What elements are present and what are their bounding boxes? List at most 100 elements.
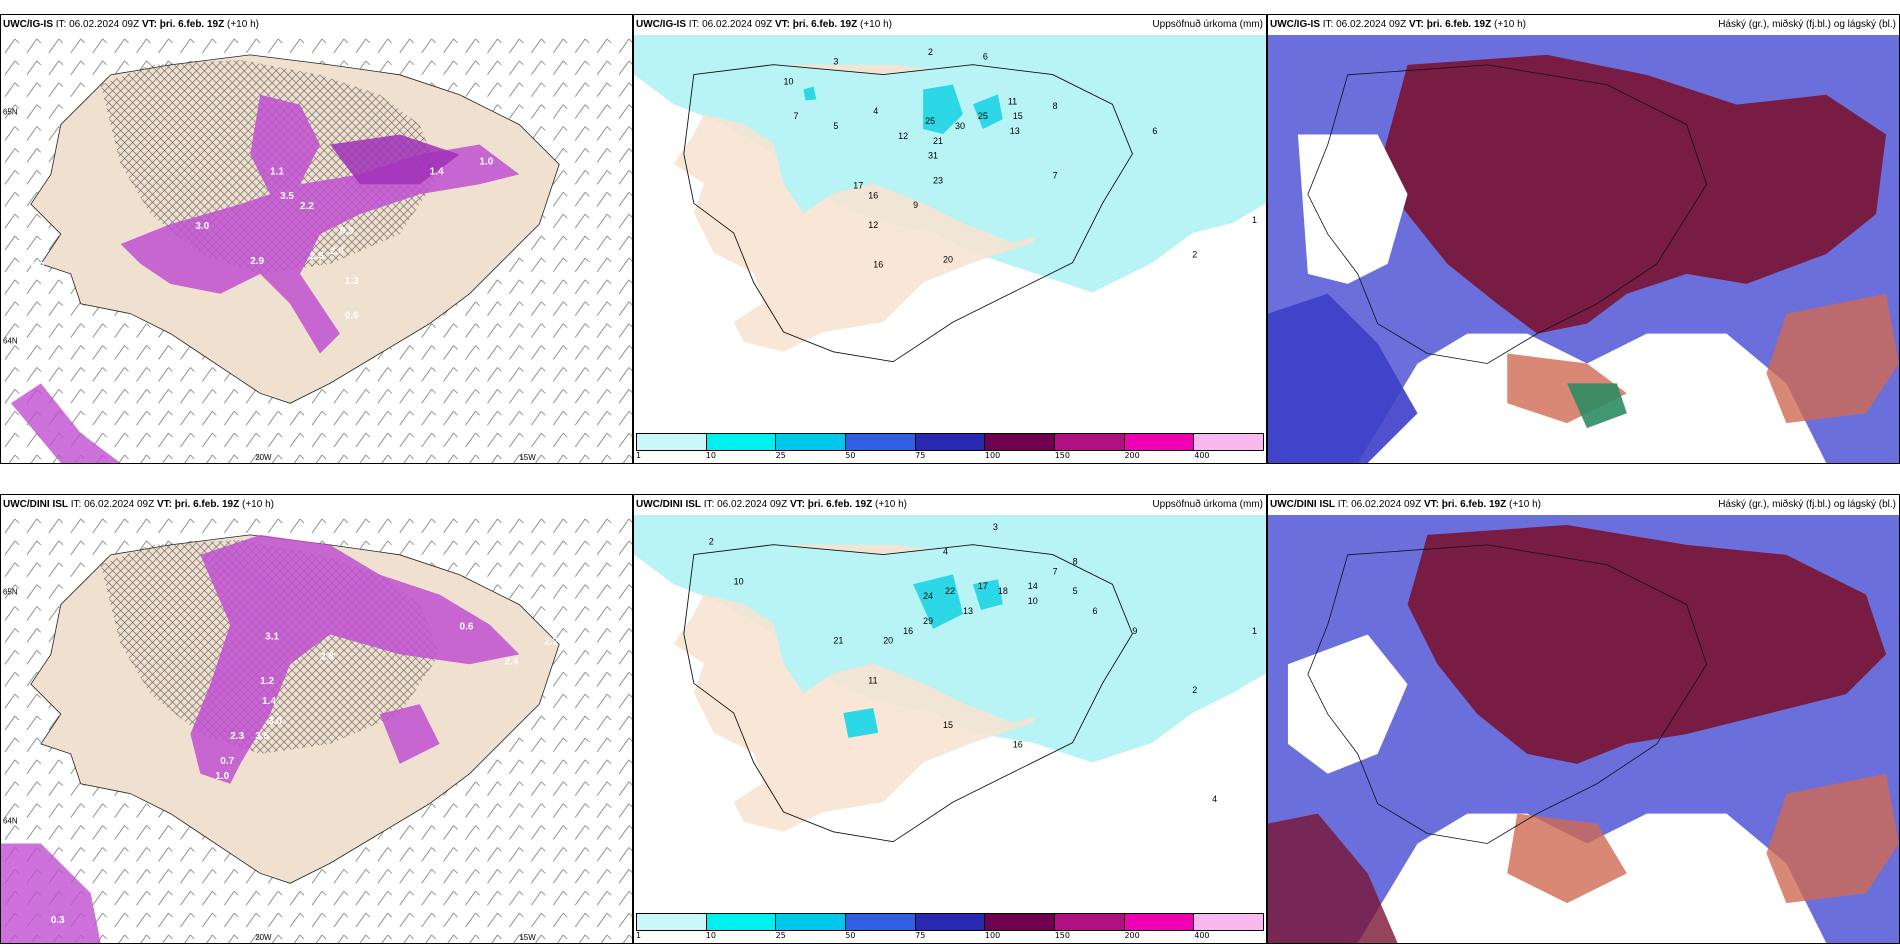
lat-label: 64N [3,337,18,346]
precip-value: 1 [1252,215,1257,225]
panel-header: UWC/IG-IS IT: 06.02.2024 09Z VT: þri. 6.… [1268,15,1899,35]
colorbar-swatch [1124,434,1195,450]
precip-value: 13 [1010,126,1020,136]
precip-value: 12 [898,131,908,141]
precip-colorbar: 1 10 25 50 75 100 150 200 400 [634,431,1266,463]
value-label: 2.8 [320,651,334,662]
panel-header: UWC/IG-IS IT: 06.02.2024 09Z VT: þri. 6.… [634,15,1266,35]
panel-precip-row2: UWC/DINI ISL IT: 06.02.2024 09Z VT: þri.… [633,494,1267,944]
colorbar-swatch [985,914,1056,930]
panel-cloud-row2: UWC/DINI ISL IT: 06.02.2024 09Z VT: þri.… [1267,494,1900,944]
precip-value: 5 [1073,586,1078,596]
value-label: 2.2 [300,201,314,212]
precip-value: 2 [1192,250,1197,260]
precip-value: 14 [1028,581,1038,591]
value-label: 2.9 [250,256,264,267]
value-label: 0.6 [460,621,474,632]
colorbar-swatch [1055,914,1125,930]
colorbar-swatch [637,914,707,930]
value-label: 2.0 [330,246,344,257]
panel-precip-row1: UWC/IG-IS IT: 06.02.2024 09Z VT: þri. 6.… [633,14,1267,464]
precip-value: 10 [784,77,794,87]
value-label: 0.3 [31,261,45,272]
lat-label: 64N [3,817,18,826]
colorbar-label: 200 [1124,451,1140,460]
value-label: 1.1 [270,166,284,177]
lat-label: 65N [3,108,18,117]
colorbar-swatch [1194,914,1264,930]
precip-value: 11 [868,675,877,685]
value-label: 1.3 [345,276,359,287]
colorbar-swatch [1124,914,1195,930]
panel-title: Háský (gr.), miðský (fj.bl.) og lágský (… [1718,19,1896,30]
colorbar-swatch [915,434,986,450]
value-label: 2.6 [310,251,324,262]
precip-value: 25 [925,116,935,126]
snow-map: 1.1 2.6 3.5 2.9 1.3 0.6 1.4 1.0 2.0 0.9 … [1,35,632,463]
colorbar-label: 400 [1194,451,1210,460]
lon-label: 15W [519,453,536,462]
value-label: 0.9 [340,226,354,237]
colorbar-swatch [846,914,916,930]
colorbar-swatch [637,434,707,450]
precip-value: 17 [853,180,863,190]
cloud-map [1268,515,1899,943]
precip-value: 10 [1028,596,1038,606]
precip-map: 2 3 4 10 24 22 17 18 16 29 13 20 21 11 1… [634,515,1266,911]
colorbar-swatch [915,914,986,930]
lat-label: 65N [3,588,18,597]
precip-value: 4 [943,547,948,557]
precip-value: 24 [923,591,933,601]
precip-value: 6 [1093,606,1098,616]
precip-value: 6 [1152,126,1157,136]
precip-value: 3 [833,57,838,67]
panel-title: Uppsöfnuð úrkoma (mm) [1152,19,1263,30]
value-label: 1.4 [262,696,276,707]
precip-value: 25 [978,111,988,121]
colorbar-swatch [776,914,847,930]
precip-value: 7 [1053,171,1058,181]
colorbar-label: 75 [915,451,926,460]
value-label: 1.0 [479,156,493,167]
value-label: 3.0 [195,221,209,232]
precip-value: 7 [1053,566,1058,576]
colorbar-label: 25 [775,451,786,460]
panel-header: UWC/DINI ISL IT: 06.02.2024 09Z VT: þri.… [1268,495,1899,515]
lon-label: 15W [519,933,536,942]
cloud-map [1268,35,1899,463]
colorbar-label: 150 [1054,931,1070,940]
precip-value: 7 [793,111,798,121]
colorbar-label: 75 [915,931,926,940]
colorbar-swatch [776,434,847,450]
panel-header: UWC/DINI ISL IT: 06.02.2024 09Z VT: þri.… [1,495,632,515]
precip-value: 20 [883,636,893,646]
colorbar-label: 50 [845,931,856,940]
precip-value: 22 [945,586,955,596]
precip-value: 11 [1008,96,1017,106]
colorbar-swatch [706,434,777,450]
precip-value: 8 [1053,101,1058,111]
colorbar-swatch [985,434,1056,450]
colorbar-label: 1 [636,931,642,940]
colorbar-label: 100 [984,451,1001,460]
precip-value: 1 [1252,626,1257,636]
colorbar-swatch [846,434,916,450]
value-label: 0.6 [345,311,359,322]
colorbar-swatch [1194,434,1264,450]
precip-value: 30 [955,121,965,131]
colorbar-label: 100 [984,931,1001,940]
precip-colorbar: 1 10 25 50 75 100 150 200 400 [634,911,1266,943]
value-label: 0.3 [51,915,65,926]
precip-value: 3 [993,522,998,532]
precip-value: 16 [873,260,883,270]
panel-title: Uppsöfnuð úrkoma (mm) [1152,499,1263,510]
value-label: 1.4 [430,166,444,177]
colorbar-label: 10 [705,931,716,940]
colorbar-label: 400 [1194,931,1210,940]
precip-value: 29 [923,616,933,626]
colorbar-label: 200 [1124,931,1140,940]
precip-value: 21 [833,636,843,646]
precip-value: 16 [868,190,878,200]
value-label: 2.2 [544,636,558,647]
colorbar-label: 25 [775,931,786,940]
